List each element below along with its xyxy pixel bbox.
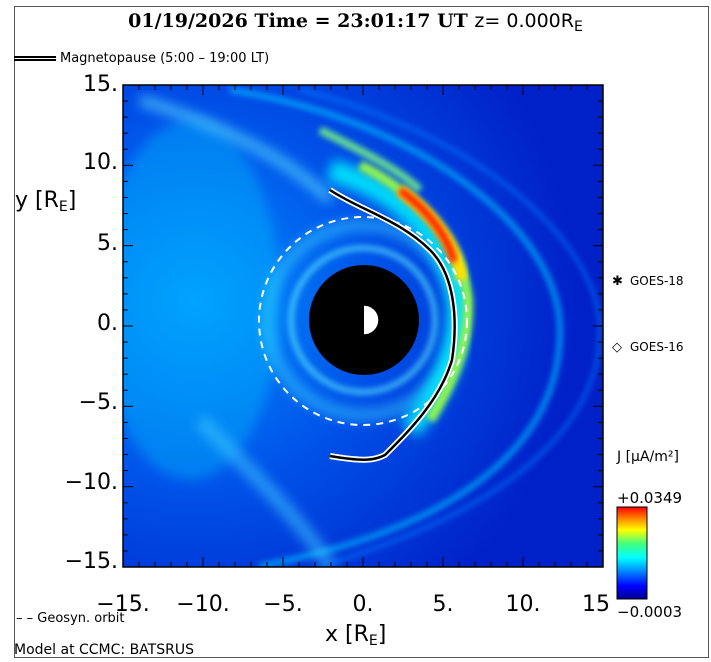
y-tick-label: −5. [78, 390, 118, 415]
geosyn-orbit-legend: – – Geosyn. orbit [16, 611, 125, 626]
x-tick-label: 5. [432, 592, 454, 617]
satellite-goes-16: ◇ GOES-16 [612, 340, 684, 355]
colorbar [616, 506, 648, 600]
magnetopause-legend-line [14, 56, 56, 61]
satellite-goes-18: ✱ GOES-18 [612, 274, 684, 289]
model-credit: Model at CCMC: BATSRUS [14, 642, 194, 658]
plot-title: 01/19/2026 Time = 23:01:17 UT z= 0.000RE [0, 10, 711, 35]
y-tick-label: 10. [83, 150, 118, 175]
figure-frame [14, 6, 709, 658]
geosyn-orbit [258, 216, 468, 426]
title-z: z= 0.000RE [474, 10, 583, 35]
x-axis-label: x [RE] [325, 622, 387, 649]
x-tick-label: −15. [96, 592, 150, 617]
y-tick-label: −15. [64, 549, 118, 574]
y-tick-label: −10. [64, 470, 118, 495]
y-tick-label: 0. [97, 311, 118, 336]
y-tick-label: 15. [83, 72, 118, 97]
magnetopause-legend-label: Magnetopause (5:00 – 19:00 LT) [60, 51, 270, 66]
colorbar-min: −0.0003 [617, 603, 683, 621]
y-axis-label: y [RE] [15, 188, 77, 215]
x-tick-label: 15 [582, 592, 610, 617]
x-tick-label: −10. [176, 592, 230, 617]
x-tick-label: −5. [263, 592, 303, 617]
asterisk-marker-icon: ✱ [612, 274, 623, 289]
axis-ticks [122, 84, 604, 568]
colorbar-max: +0.0349 [617, 489, 683, 507]
title-time: 01/19/2026 Time = 23:01:17 UT [128, 10, 468, 32]
diamond-marker-icon: ◇ [612, 340, 622, 355]
y-tick-label: 5. [97, 231, 118, 256]
earth-night-side [349, 305, 364, 335]
current-density-field [123, 85, 603, 567]
magnetopause-line [329, 188, 456, 461]
colorbar-label: J [µA/m²] [617, 449, 679, 465]
x-tick-label: 10. [505, 592, 541, 617]
x-tick-label: 0. [352, 592, 374, 617]
